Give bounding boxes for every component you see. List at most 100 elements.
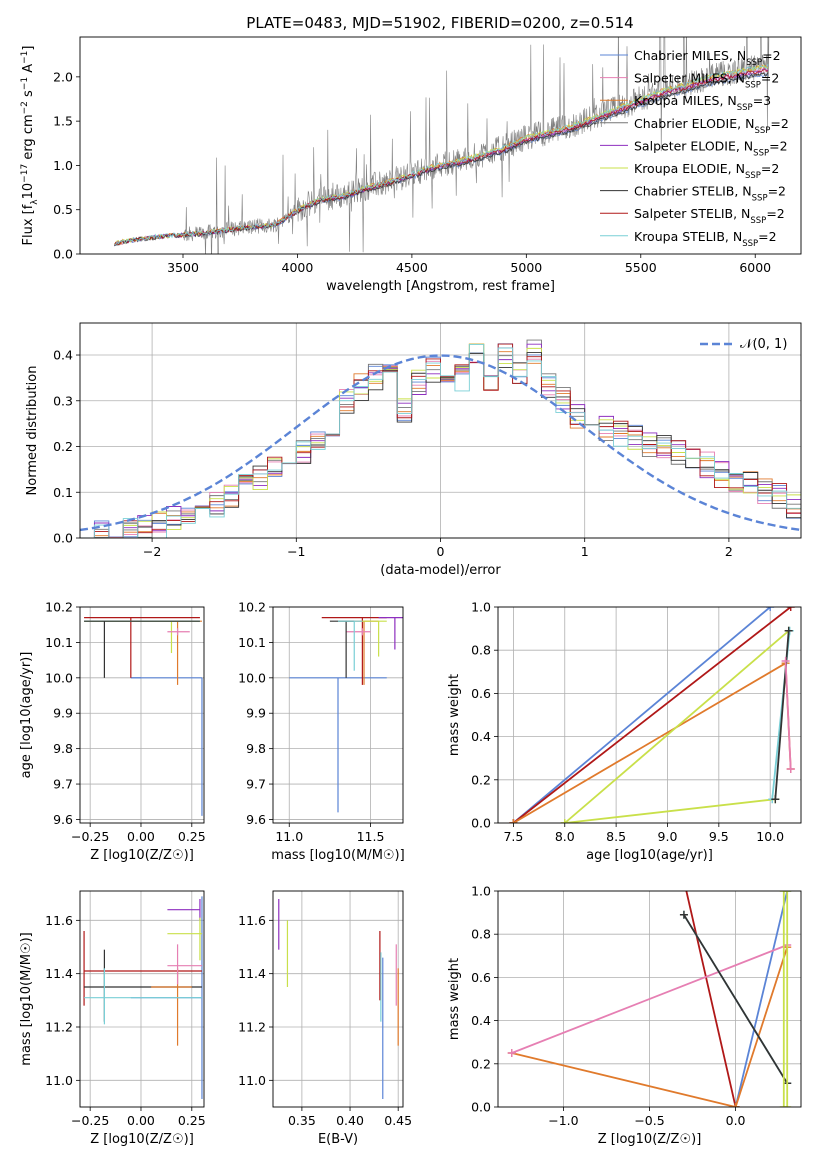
- y-tick-label: 9.6: [246, 812, 266, 827]
- model-spectrum-salpeter_elodie: [114, 68, 769, 247]
- axes-frame: [79, 606, 205, 824]
- legend-entry: Kroupa ELODIE, NSSP=2: [600, 161, 779, 181]
- x-tick-label: 0.35: [288, 1113, 316, 1128]
- y-tick-label: 11.0: [238, 1073, 266, 1088]
- x-tick-label: 0.45: [384, 1113, 412, 1128]
- y-tick-label: 0.1: [53, 485, 73, 500]
- gaussian-curve: [80, 354, 801, 532]
- legend-entry: Kroupa STELIB, NSSP=2: [600, 229, 777, 249]
- y-axis-label-part: ]: [21, 46, 36, 51]
- weight-vs-age-panel: 7.5 8.0 8.5 9.0 9.5 10.0 0.0 0.2 0.4 0.6 0.8 1.0 age…: [447, 600, 802, 863]
- weight-marker: [786, 607, 795, 611]
- y-tick-label: 10.0: [238, 670, 266, 685]
- weight-line-chabrier_miles: [512, 607, 771, 823]
- legend-label-main: Kroupa ELODIE, N: [634, 161, 745, 176]
- x-tick-label: 3500: [167, 260, 199, 275]
- y-tick-label: 10.1: [238, 635, 266, 650]
- y-tick-label: 11.0: [45, 1073, 73, 1088]
- x-axis-label: E(B-V): [318, 1132, 358, 1147]
- y-axis-label: mass weight: [447, 674, 462, 756]
- y-tick-label: 11.4: [45, 966, 73, 981]
- y-tick-label: 10.1: [45, 635, 73, 650]
- legend-entry: Salpeter STELIB, NSSP=2: [600, 206, 785, 226]
- weight-line-chabrier_miles: [734, 891, 789, 1107]
- plot-area: [507, 891, 792, 1107]
- legend-label-main: Kroupa STELIB, N: [634, 229, 742, 244]
- legend-label: Chabrier MILES, NSSP=2: [634, 48, 781, 68]
- y-tick-label: 0.5: [53, 202, 73, 217]
- weight-marker: [766, 607, 775, 611]
- y-axis-label-part: −1: [20, 77, 30, 90]
- legend-label-main: Salpeter STELIB, N: [634, 206, 750, 221]
- legend-label-tail: =2: [770, 116, 788, 131]
- legend-label-main: Salpeter MILES, N: [634, 71, 745, 86]
- weight-marker: [781, 657, 790, 665]
- axes-frame: [497, 606, 802, 824]
- weight-line-salpeter_miles: [511, 944, 788, 1054]
- y-tick-label: 11.2: [45, 1020, 73, 1035]
- x-axis-label: Z [log10(Z/Z☉)]: [90, 848, 194, 863]
- y-tick-label: 11.6: [45, 913, 73, 928]
- legend-label-sub: SSP: [745, 171, 761, 181]
- weight-marker: [784, 626, 793, 635]
- y-tick-label: 0.0: [471, 816, 491, 831]
- legend-label: Salpeter ELODIE, NSSP=2: [634, 138, 788, 158]
- y-axis-label: mass weight: [447, 958, 462, 1040]
- axes-frame: [79, 890, 205, 1108]
- x-tick-label: −2: [143, 544, 161, 559]
- legend-label: Kroupa MILES, NSSP=3: [634, 93, 771, 113]
- x-tick-label: 0.0: [726, 1113, 746, 1128]
- legend-label: Kroupa STELIB, NSSP=2: [634, 229, 777, 249]
- legend-label: Salpeter STELIB, NSSP=2: [634, 206, 785, 226]
- y-tick-label: 0.2: [53, 439, 73, 454]
- legend-label-tail: =2: [769, 138, 787, 153]
- mass-vs-metallicity-panel: −0.25 0.00 0.25 11.0 11.2 11.4 11.6 Z [log10(Z/…: [19, 890, 206, 1147]
- weight-marker: [779, 1103, 788, 1107]
- x-axis-label: Z [log10(Z/Z☉)]: [598, 1132, 702, 1147]
- y-axis-label: age [log10(age/yr)]: [19, 652, 34, 779]
- x-tick-label: 9.0: [658, 829, 678, 844]
- y-axis-label-part: −17: [20, 164, 30, 183]
- y-axis-label-part: −2: [20, 101, 30, 114]
- y-tick-label: 9.9: [53, 706, 73, 721]
- weight-marker: [731, 1103, 740, 1107]
- x-tick-label: −1.0: [548, 1113, 578, 1128]
- weight-marker: [786, 765, 795, 773]
- y-axis-label-part: erg cm: [21, 114, 36, 163]
- weight-marker: [679, 910, 688, 919]
- weight-line-kroupa_elodie: [564, 798, 776, 823]
- age-vs-mass-panel: 11.0 11.5 9.6 9.7 9.8 9.9 10.0 10.1 10.2 mass [lo…: [238, 600, 405, 864]
- x-axis-label: (data-model)/error: [380, 563, 501, 578]
- y-tick-label: 0.4: [471, 1013, 491, 1028]
- y-tick-label: 9.8: [246, 741, 266, 756]
- x-tick-label: 11.5: [357, 829, 385, 844]
- legend-label-tail: =2: [766, 206, 784, 221]
- x-tick-label: 8.5: [606, 829, 626, 844]
- x-tick-label: −0.25: [71, 829, 109, 844]
- weight-line-salpeter_stelib: [685, 891, 737, 1107]
- y-tick-label: 10.2: [238, 600, 266, 615]
- legend-label: Kroupa ELODIE, NSSP=2: [634, 161, 779, 181]
- x-tick-label: 8.0: [555, 829, 575, 844]
- weight-line-chabrier_stelib: [774, 630, 790, 800]
- axes-frame: [272, 606, 404, 824]
- x-tick-label: 1: [581, 544, 589, 559]
- y-tick-label: 1.5: [53, 114, 73, 129]
- legend-label-sub: SSP: [745, 81, 761, 91]
- y-tick-label: 0.8: [471, 927, 491, 942]
- x-tick-label: 0.00: [127, 1113, 155, 1128]
- legend-label-main: Salpeter ELODIE, N: [634, 138, 753, 153]
- y-tick-label: 0.0: [53, 531, 73, 546]
- legend-label-sub: SSP: [752, 194, 768, 204]
- legend-label: 𝒩(0, 1): [740, 337, 787, 352]
- x-tick-label: 0.25: [178, 1113, 206, 1128]
- x-tick-label: 4500: [396, 260, 428, 275]
- x-tick-label: 11.0: [275, 829, 303, 844]
- legend-label-sub: SSP: [750, 216, 766, 226]
- plot-area: [83, 896, 203, 1099]
- x-tick-label: −0.5: [634, 1113, 664, 1128]
- legend-entry: Chabrier MILES, NSSP=2: [600, 48, 781, 68]
- weight-line-kroupa_miles: [512, 661, 792, 823]
- weight-line-kroupa_miles: [511, 1052, 736, 1107]
